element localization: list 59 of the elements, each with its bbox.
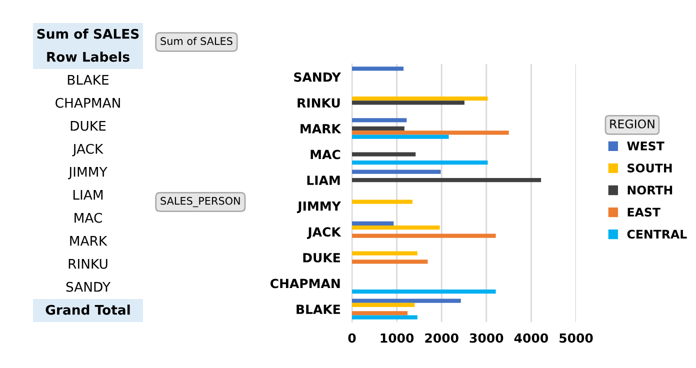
y-tick-label: MARK xyxy=(300,124,342,134)
bar xyxy=(352,234,496,238)
y-tick-label: MAC xyxy=(310,150,340,160)
x-tick-label: 0 xyxy=(348,333,356,343)
text: JACK xyxy=(72,144,104,156)
y-tick-label: JACK xyxy=(307,227,342,239)
bar xyxy=(352,298,461,303)
text: CHAPMAN xyxy=(56,98,120,108)
y-tick-label: BLAKE xyxy=(296,304,340,314)
legend-label: SOUTH xyxy=(628,164,672,172)
text: Sum of SALES xyxy=(37,28,139,39)
text: SANDY xyxy=(66,282,111,292)
x-tick-label: 3000 xyxy=(470,333,504,343)
y-tick-label: JIMMY xyxy=(296,202,342,214)
bar xyxy=(352,311,408,316)
bar xyxy=(352,200,412,204)
y-tick-label: RINKU xyxy=(298,98,340,108)
y-tick-label: CHAPMAN xyxy=(270,278,340,288)
bar xyxy=(352,251,418,256)
text: JIMMY xyxy=(68,167,108,180)
text: SALES_PERSON xyxy=(160,196,240,208)
legend-title: REGION xyxy=(610,119,654,128)
y-tick-label: SANDY xyxy=(294,72,342,82)
text: Row Labels xyxy=(47,52,130,62)
bar xyxy=(352,126,404,131)
text: Sum of SALES xyxy=(160,36,232,46)
bar xyxy=(352,134,449,139)
legend-label: CENTRAL xyxy=(627,230,687,239)
bar xyxy=(352,66,404,71)
bar xyxy=(352,170,441,174)
bar xyxy=(352,315,418,320)
text: MARK xyxy=(70,236,108,246)
x-tick-label: 4000 xyxy=(514,333,548,343)
legend-label: WEST xyxy=(627,142,664,150)
legend-label: EAST xyxy=(628,208,660,217)
x-tick-label: 1000 xyxy=(380,333,414,343)
bar xyxy=(352,302,415,308)
bar xyxy=(352,96,488,101)
text: BLAKE xyxy=(68,75,109,85)
bar xyxy=(352,221,394,226)
bar xyxy=(352,100,464,105)
bar xyxy=(352,152,416,156)
bar xyxy=(352,160,488,165)
x-tick-label: 2000 xyxy=(425,333,458,343)
bar xyxy=(352,289,496,294)
y-tick-label: DUKE xyxy=(303,253,340,262)
text: MAC xyxy=(74,212,102,223)
y-tick-label: LIAM xyxy=(307,176,340,185)
text: RINKU xyxy=(68,259,108,269)
bar xyxy=(352,178,542,182)
bar xyxy=(352,118,407,122)
bar xyxy=(352,130,509,135)
text: Grand Total xyxy=(46,304,130,315)
legend-label: NORTH xyxy=(628,186,672,195)
text: DUKE xyxy=(70,121,106,131)
x-tick-label: 5000 xyxy=(560,333,593,343)
bar xyxy=(352,226,440,230)
text: LIAM xyxy=(73,190,103,200)
bar xyxy=(352,260,428,264)
